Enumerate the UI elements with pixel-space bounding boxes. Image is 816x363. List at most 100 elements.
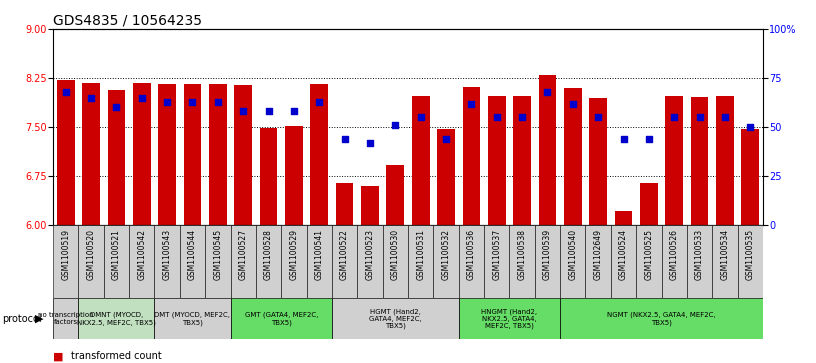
Bar: [205, 225, 230, 298]
Bar: [636, 225, 662, 298]
Point: [541, 89, 554, 95]
Text: GSM1100543: GSM1100543: [162, 229, 171, 280]
Bar: [433, 225, 459, 298]
Point: [161, 99, 174, 105]
Point: [313, 99, 326, 105]
Point: [186, 99, 199, 105]
Text: ■: ■: [53, 351, 64, 361]
Text: GSM1100537: GSM1100537: [492, 229, 501, 280]
Text: GSM1102649: GSM1102649: [594, 229, 603, 280]
Text: GSM1100535: GSM1100535: [746, 229, 755, 280]
Point: [287, 109, 300, 114]
Point: [135, 95, 149, 101]
Point: [338, 136, 351, 142]
Bar: [259, 128, 277, 225]
Text: ▶: ▶: [35, 314, 43, 323]
Bar: [78, 225, 104, 298]
Text: GSM1100530: GSM1100530: [391, 229, 400, 280]
Bar: [560, 225, 586, 298]
Text: GSM1100532: GSM1100532: [441, 229, 450, 280]
Bar: [332, 225, 357, 298]
Bar: [361, 186, 379, 225]
Bar: [488, 96, 506, 225]
Text: GSM1100545: GSM1100545: [213, 229, 222, 280]
Bar: [209, 84, 227, 225]
Bar: [335, 183, 353, 225]
Bar: [57, 80, 74, 225]
Text: GDS4835 / 10564235: GDS4835 / 10564235: [53, 14, 202, 28]
Bar: [589, 98, 607, 225]
Text: GSM1100523: GSM1100523: [366, 229, 375, 280]
Point: [211, 99, 224, 105]
Text: NGMT (NKX2.5, GATA4, MEF2C,
TBX5): NGMT (NKX2.5, GATA4, MEF2C, TBX5): [607, 311, 716, 326]
Point: [388, 122, 401, 128]
Bar: [53, 225, 78, 298]
Text: GSM1100529: GSM1100529: [290, 229, 299, 280]
Bar: [408, 225, 433, 298]
Text: GSM1100526: GSM1100526: [670, 229, 679, 280]
Point: [262, 109, 275, 114]
Bar: [738, 225, 763, 298]
Bar: [712, 225, 738, 298]
Bar: [108, 90, 126, 225]
Bar: [387, 165, 404, 225]
Point: [516, 114, 529, 120]
Text: no transcription
factors: no transcription factors: [38, 312, 94, 325]
Text: transformed count: transformed count: [71, 351, 162, 361]
Bar: [256, 225, 282, 298]
Bar: [310, 84, 328, 225]
Bar: [82, 83, 100, 225]
Bar: [539, 75, 557, 225]
Point: [110, 105, 123, 110]
Point: [440, 136, 453, 142]
Bar: [78, 298, 154, 339]
Text: HGMT (Hand2,
GATA4, MEF2C,
TBX5): HGMT (Hand2, GATA4, MEF2C, TBX5): [369, 308, 422, 329]
Bar: [383, 225, 408, 298]
Bar: [564, 88, 582, 225]
Point: [490, 114, 503, 120]
Text: GSM1100541: GSM1100541: [315, 229, 324, 280]
Text: GSM1100521: GSM1100521: [112, 229, 121, 280]
Bar: [463, 86, 481, 225]
Text: GSM1100520: GSM1100520: [86, 229, 95, 280]
Point: [363, 140, 376, 146]
Bar: [586, 225, 611, 298]
Point: [642, 136, 655, 142]
Bar: [184, 84, 202, 225]
Bar: [133, 83, 151, 225]
Text: GSM1100527: GSM1100527: [239, 229, 248, 280]
Point: [465, 101, 478, 106]
Point: [60, 89, 73, 95]
Point: [237, 109, 250, 114]
Bar: [614, 211, 632, 225]
Point: [718, 114, 731, 120]
Bar: [129, 225, 154, 298]
Bar: [687, 225, 712, 298]
Text: GSM1100533: GSM1100533: [695, 229, 704, 280]
Bar: [560, 298, 763, 339]
Bar: [332, 298, 459, 339]
Bar: [158, 84, 176, 225]
Text: GSM1100539: GSM1100539: [543, 229, 552, 280]
Text: DMNT (MYOCD,
NKX2.5, MEF2C, TBX5): DMNT (MYOCD, NKX2.5, MEF2C, TBX5): [77, 311, 156, 326]
Bar: [459, 298, 560, 339]
Bar: [640, 183, 658, 225]
Bar: [104, 225, 129, 298]
Text: GMT (GATA4, MEF2C,
TBX5): GMT (GATA4, MEF2C, TBX5): [245, 311, 318, 326]
Text: GSM1100528: GSM1100528: [264, 229, 273, 280]
Bar: [459, 225, 484, 298]
Point: [415, 114, 428, 120]
Text: GSM1100519: GSM1100519: [61, 229, 70, 280]
Bar: [231, 298, 332, 339]
Bar: [412, 96, 429, 225]
Text: GSM1100542: GSM1100542: [137, 229, 146, 280]
Point: [617, 136, 630, 142]
Point: [693, 114, 706, 120]
Bar: [484, 225, 509, 298]
Bar: [234, 85, 252, 225]
Bar: [154, 298, 231, 339]
Bar: [180, 225, 205, 298]
Bar: [690, 97, 708, 225]
Point: [743, 124, 756, 130]
Text: protocol: protocol: [2, 314, 42, 323]
